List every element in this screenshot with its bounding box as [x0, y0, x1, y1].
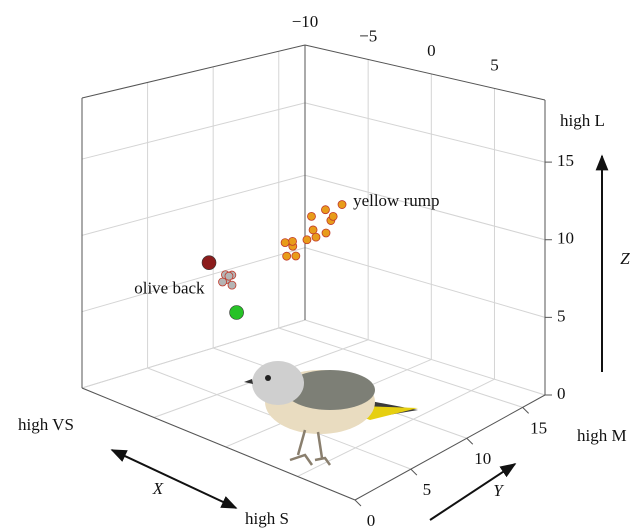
z-high-label: high L: [560, 111, 605, 130]
grid-line: [305, 103, 545, 162]
point: [228, 281, 236, 289]
point: [309, 226, 317, 234]
y-tick-label: 10: [474, 449, 491, 468]
point: [283, 252, 291, 260]
series-annotation: yellow rump: [353, 191, 439, 210]
grid-line: [305, 248, 545, 318]
y-tick-mark: [355, 500, 361, 506]
series-annotation: olive back: [134, 278, 205, 297]
point: [292, 252, 300, 260]
x-tick-label: 0: [427, 41, 436, 60]
point: [303, 236, 311, 244]
z-tick-label: 0: [557, 384, 566, 403]
point: [322, 229, 330, 237]
y-tick-mark: [467, 438, 473, 444]
point: [338, 201, 346, 209]
point: [202, 256, 216, 270]
y-tick-mark: [411, 469, 417, 475]
y-tick-mark: [523, 407, 529, 413]
point: [307, 212, 315, 220]
point: [312, 233, 320, 241]
y-axis-label: Y: [493, 481, 504, 500]
x-high-label: high S: [245, 509, 289, 528]
x-axis-label: X: [152, 479, 164, 498]
grid-line: [82, 103, 305, 159]
y-tick-label: 15: [530, 418, 547, 437]
x-tick-label: −10: [292, 12, 319, 31]
x-tick-label: 5: [490, 55, 499, 74]
grid-line: [82, 175, 305, 235]
x-low-label: high VS: [18, 415, 74, 434]
z-axis-label: Z: [620, 249, 630, 268]
point: [289, 237, 297, 245]
point: [225, 272, 233, 280]
x-tick-label: −5: [359, 26, 377, 45]
points: [202, 201, 346, 320]
y-tick-label: 0: [367, 511, 376, 530]
axis-arrows: [112, 156, 602, 520]
z-tick-label: 15: [557, 151, 574, 170]
z-tick-label: 5: [557, 306, 566, 325]
point: [321, 206, 329, 214]
point: [281, 239, 289, 247]
point: [329, 212, 337, 220]
y-high-label: high M: [577, 426, 627, 445]
y-tick-label: 5: [423, 480, 432, 499]
z-tick-label: 10: [557, 229, 574, 248]
point: [230, 306, 244, 320]
chart: X Y Z high VS high S high M high L −10 −5…: [0, 0, 634, 531]
